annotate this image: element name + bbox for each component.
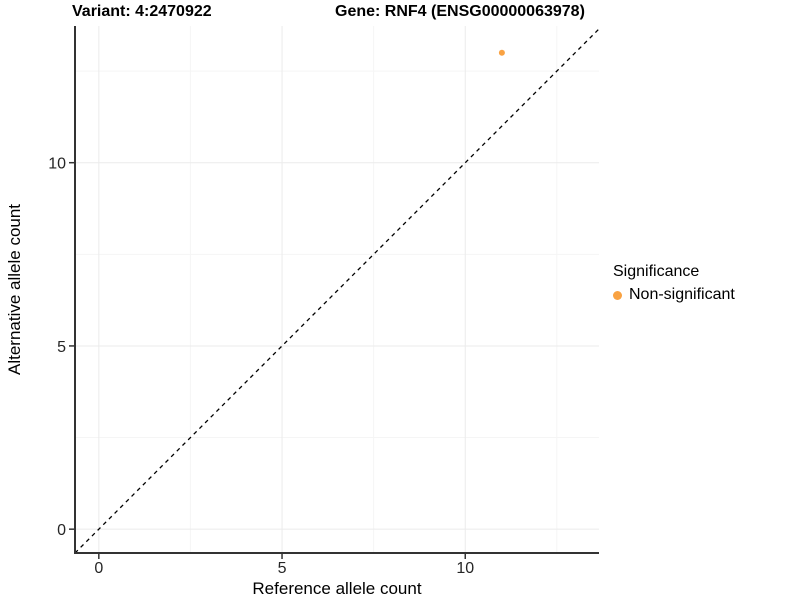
legend-entry-label: Non-significant (629, 286, 735, 303)
identity-line (74, 28, 600, 554)
variant-title: Variant: 4:2470922 (72, 3, 212, 20)
legend: Significance Non-significant (613, 263, 735, 304)
x-axis-title: Reference allele count (252, 579, 421, 598)
data-point[interactable] (498, 49, 505, 56)
y-tick-label: 10 (48, 156, 66, 173)
scatter-plot: 0 5 10 0 5 10 Reference allele count Alternativ… (5, 26, 600, 598)
x-tick-label: 0 (94, 560, 103, 577)
gene-title: Gene: RNF4 (ENSG00000063978) (335, 3, 585, 20)
legend-title: Significance (613, 263, 700, 280)
y-tick-label: 5 (57, 339, 66, 356)
x-tick-label: 5 (278, 560, 287, 577)
y-axis-title: Alternative allele count (5, 204, 24, 375)
x-tick-label: 10 (456, 560, 474, 577)
legend-point-icon (613, 290, 622, 300)
y-tick-label: 0 (57, 522, 66, 539)
legend-entry[interactable]: Non-significant (613, 286, 735, 304)
